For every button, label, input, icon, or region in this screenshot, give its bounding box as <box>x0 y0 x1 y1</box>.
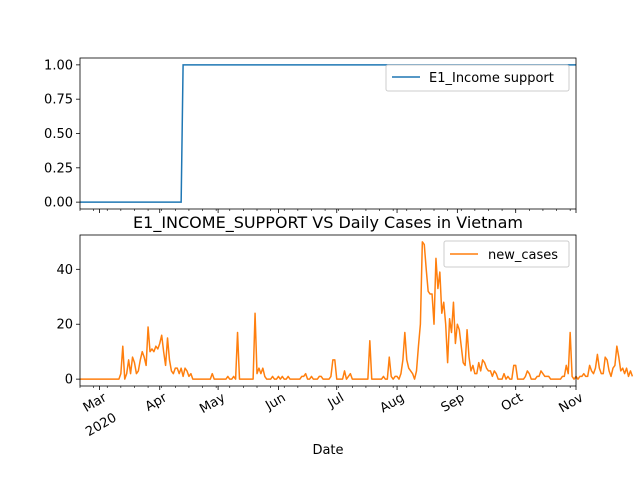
series-line-e1-income-support <box>80 64 576 203</box>
bottom-legend: new_cases <box>443 240 570 268</box>
x-tick-label: Sep <box>439 390 468 415</box>
chart-title: E1_INCOME_SUPPORT VS Daily Cases in Viet… <box>133 213 523 233</box>
y-tick-label: 0.00 <box>44 196 73 211</box>
top-subplot: 0.00 0.25 0.50 0.75 1.00 E1_Income support <box>44 57 577 213</box>
legend-box <box>385 64 570 92</box>
bottom-subplot: E1_INCOME_SUPPORT VS Daily Cases in Viet… <box>56 213 634 458</box>
x-tick-label: Nov <box>557 390 587 416</box>
y-tick-label: 0.25 <box>44 161 73 176</box>
series-line-new-cases <box>80 241 634 380</box>
x-tick-label: Jul <box>325 390 347 411</box>
top-y-ticks: 0.00 0.25 0.50 0.75 1.00 <box>44 58 80 211</box>
y-tick-label: 0.75 <box>44 93 73 108</box>
x-tick-label: Oct <box>499 390 526 414</box>
legend-label-e1-income-support: E1_Income support <box>429 71 554 86</box>
x-axis-label: Date <box>312 443 343 458</box>
top-x-ticks <box>79 209 577 213</box>
x-tick-label: Apr <box>143 390 171 415</box>
top-legend: E1_Income support <box>385 64 570 92</box>
legend-box <box>443 240 570 268</box>
y-tick-label: 1.00 <box>44 58 73 73</box>
bottom-axes-frame <box>79 234 577 387</box>
y-tick-label: 0.50 <box>44 127 73 142</box>
bottom-y-ticks: 0 20 40 <box>56 263 80 388</box>
y-tick-label: 0 <box>65 373 73 388</box>
legend-label-new-cases: new_cases <box>488 248 558 263</box>
y-tick-label: 40 <box>56 263 73 278</box>
x-tick-label: Aug <box>378 390 407 416</box>
x-tick-label: Jun <box>262 390 288 414</box>
y-tick-label: 20 <box>56 318 73 333</box>
x-tick-label: May <box>197 390 228 417</box>
x-tick-label: Mar <box>81 390 110 416</box>
